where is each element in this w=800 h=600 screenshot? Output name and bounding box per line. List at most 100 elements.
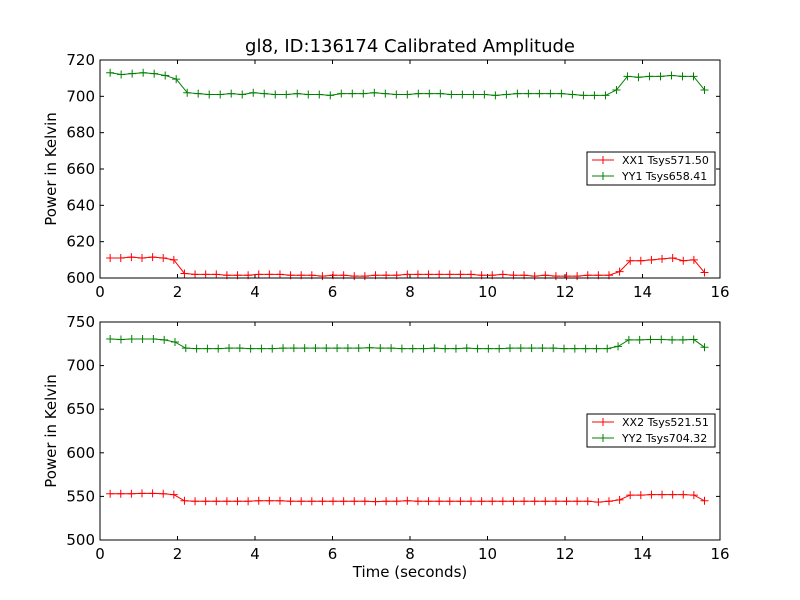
chart-panel-1: 0 2 4 6 8 10 12 14 16 600 620 640 660 680 700 720 gl8, I… — [42, 36, 730, 301]
data-point — [667, 71, 676, 80]
data-point — [579, 91, 588, 100]
data-point — [603, 344, 612, 353]
axes-frame — [99, 321, 721, 541]
data-point — [430, 344, 439, 353]
x-tick-label: 10 — [478, 545, 497, 563]
data-point — [382, 497, 391, 506]
y-tick-label: 720 — [66, 51, 95, 69]
x-tick-label: 16 — [710, 283, 729, 301]
data-point — [289, 344, 298, 353]
x-tick-label: 6 — [328, 283, 338, 301]
data-point — [646, 335, 655, 344]
data-point — [469, 90, 478, 99]
data-point — [160, 335, 169, 344]
data-point — [647, 255, 656, 264]
data-point — [700, 85, 709, 94]
legend-marker — [599, 418, 607, 426]
data-point — [159, 254, 168, 263]
y-tick-label: 700 — [66, 357, 95, 375]
y-tick-label: 500 — [66, 531, 95, 549]
data-point — [181, 344, 190, 353]
data-point — [381, 89, 390, 98]
data-point — [451, 344, 460, 353]
data-point — [408, 344, 417, 353]
data-point — [700, 268, 709, 277]
data-point — [436, 89, 445, 98]
data-point — [265, 496, 274, 505]
data-point — [498, 270, 507, 279]
x-tick-label: 16 — [710, 545, 729, 563]
data-point — [137, 254, 146, 263]
data-point — [594, 498, 603, 507]
data-point — [275, 496, 284, 505]
data-point — [689, 72, 698, 81]
data-point — [348, 89, 357, 98]
data-point — [524, 89, 533, 98]
data-point — [546, 89, 555, 98]
data-point — [201, 497, 210, 506]
legend-entry: XX2 Tsys521.51 — [592, 416, 709, 429]
data-point — [286, 497, 295, 506]
data-point — [502, 90, 511, 99]
data-point — [488, 497, 497, 506]
y-axis-label: Power in Kelvin — [42, 374, 60, 488]
y-tick-label: 660 — [66, 160, 95, 178]
data-point — [615, 495, 624, 504]
data-point — [424, 497, 433, 506]
data-point — [573, 497, 582, 506]
data-point — [128, 69, 137, 78]
data-point — [116, 254, 125, 263]
x-tick-label: 14 — [633, 545, 652, 563]
data-point — [601, 91, 610, 100]
data-point — [592, 344, 601, 353]
data-point — [562, 497, 571, 506]
data-point — [413, 270, 422, 279]
data-point — [339, 497, 348, 506]
data-point — [282, 90, 291, 99]
data-point — [354, 344, 363, 353]
data-point — [403, 270, 412, 279]
legend-entry: YY2 Tsys704.32 — [592, 432, 707, 445]
data-point — [265, 270, 274, 279]
data-point — [520, 497, 529, 506]
data-point — [403, 496, 412, 505]
legend-marker — [599, 434, 607, 442]
data-point — [350, 272, 359, 281]
data-point — [505, 344, 514, 353]
data-point — [254, 270, 263, 279]
legend-entry: XX1 Tsys571.50 — [592, 154, 709, 167]
data-point — [172, 75, 181, 84]
data-point — [678, 72, 687, 81]
data-point — [183, 88, 192, 97]
data-point — [551, 272, 560, 281]
data-point — [445, 497, 454, 506]
data-point — [212, 497, 221, 506]
data-point — [293, 89, 302, 98]
data-point — [612, 85, 621, 94]
data-point — [257, 344, 266, 353]
data-point — [138, 335, 147, 344]
data-point — [127, 489, 136, 498]
y-tick-label: 650 — [66, 400, 95, 418]
data-point — [435, 497, 444, 506]
data-point — [304, 90, 313, 99]
data-point — [456, 497, 465, 506]
data-point — [244, 497, 253, 506]
legend-label: YY1 Tsys658.41 — [621, 170, 707, 183]
data-point — [148, 489, 157, 498]
x-tick-label: 4 — [250, 283, 260, 301]
data-point — [149, 335, 158, 344]
series-1 — [106, 489, 709, 507]
y-tick-label: 680 — [66, 124, 95, 142]
data-point — [116, 335, 125, 344]
x-tick-label: 10 — [478, 283, 497, 301]
data-point — [212, 270, 221, 279]
data-point — [201, 270, 210, 279]
data-point — [271, 90, 280, 99]
data-point — [551, 497, 560, 506]
data-point — [424, 270, 433, 279]
data-point — [235, 344, 244, 353]
legend-label: YY2 Tsys704.32 — [621, 432, 707, 445]
data-point — [246, 344, 255, 353]
